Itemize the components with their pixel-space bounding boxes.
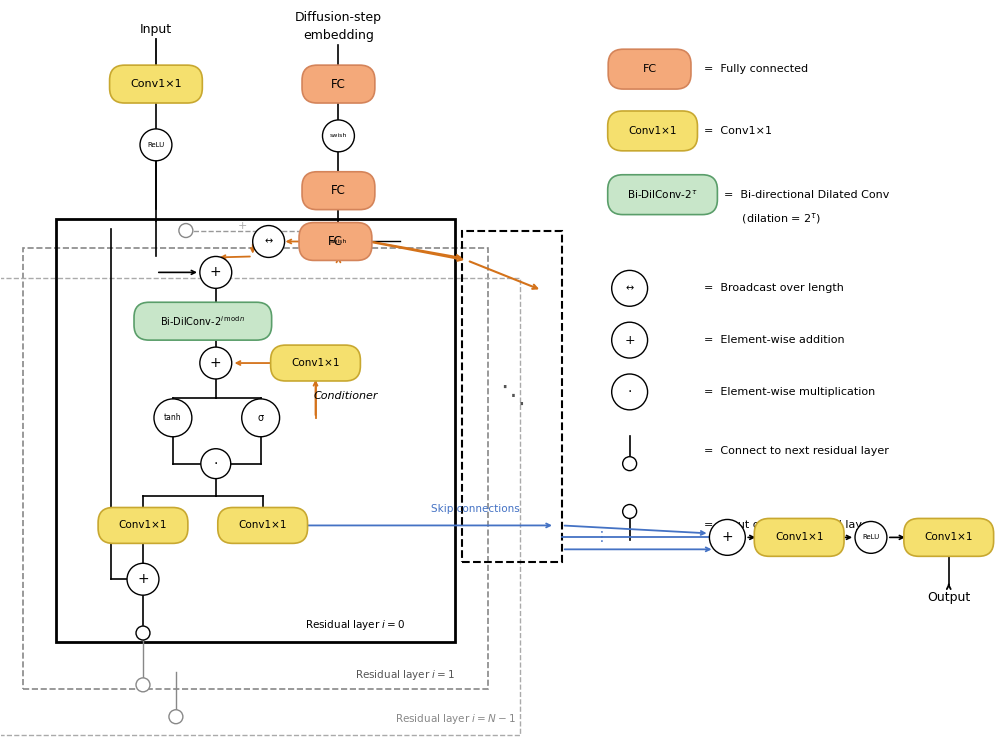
Circle shape [623,457,637,470]
Text: Conv1×1: Conv1×1 [628,126,677,136]
Circle shape [200,257,232,288]
Text: Conv1×1: Conv1×1 [119,521,167,530]
Text: Conditioner: Conditioner [313,391,378,401]
Circle shape [136,678,150,692]
Text: FC: FC [331,184,346,197]
FancyBboxPatch shape [98,507,188,543]
Text: =  Element-wise multiplication: = Element-wise multiplication [704,387,876,397]
Circle shape [253,226,285,257]
FancyBboxPatch shape [110,65,202,103]
Circle shape [612,270,648,306]
Text: FC: FC [643,64,657,74]
Text: +: + [137,572,149,586]
Text: +: + [210,356,222,370]
FancyBboxPatch shape [271,345,360,381]
Text: ·: · [214,457,218,470]
Text: +: + [624,334,635,346]
Text: Skip connections: Skip connections [431,504,519,515]
FancyBboxPatch shape [754,518,844,557]
FancyBboxPatch shape [608,111,697,151]
Text: Residual layer $i = N-1$: Residual layer $i = N-1$ [395,711,515,726]
Text: Conv1×1: Conv1×1 [130,79,182,89]
Text: Conv1×1: Conv1×1 [775,533,823,542]
FancyBboxPatch shape [134,302,272,340]
Text: ReLU: ReLU [147,142,165,148]
Text: Residual layer $i = 0$: Residual layer $i = 0$ [305,618,406,632]
FancyBboxPatch shape [608,49,691,89]
Text: Conv1×1: Conv1×1 [238,521,287,530]
Text: ReLU: ReLU [862,534,880,540]
Text: ·: · [627,385,632,399]
Text: =  Input of each residual layer: = Input of each residual layer [704,521,874,530]
Text: Bi-DilConv-2$^\tau$: Bi-DilConv-2$^\tau$ [627,188,698,201]
Circle shape [127,563,159,595]
FancyBboxPatch shape [302,172,375,209]
Text: =  Connect to next residual layer: = Connect to next residual layer [704,446,889,456]
FancyBboxPatch shape [302,65,375,103]
FancyBboxPatch shape [608,175,717,215]
Text: Bi-DilConv-2$^{i\,\mathrm{mod}\,n}$: Bi-DilConv-2$^{i\,\mathrm{mod}\,n}$ [160,314,246,328]
Text: +: + [210,266,222,280]
Circle shape [169,710,183,724]
Text: tanh: tanh [164,414,182,423]
Text: +: + [722,530,733,545]
Circle shape [623,504,637,518]
Text: ↔: ↔ [265,236,273,247]
Circle shape [612,322,648,358]
Text: =  Broadcast over length: = Broadcast over length [704,283,844,293]
FancyBboxPatch shape [299,223,372,260]
Text: FC: FC [328,235,343,248]
Text: Output: Output [927,591,970,604]
Text: FC: FC [331,78,346,91]
Circle shape [322,226,354,257]
Circle shape [201,449,231,479]
Text: ↔: ↔ [626,283,634,293]
Text: =  Fully connected: = Fully connected [704,64,809,74]
Circle shape [612,374,648,410]
Circle shape [709,519,745,555]
Text: swish: swish [330,133,347,138]
Text: Conv1×1: Conv1×1 [925,533,973,542]
Text: Diffusion-step: Diffusion-step [295,10,382,24]
Text: embedding: embedding [303,28,374,42]
FancyBboxPatch shape [218,507,308,543]
Circle shape [154,399,192,437]
FancyBboxPatch shape [904,518,994,557]
Circle shape [242,399,280,437]
Text: =  Element-wise addition: = Element-wise addition [704,335,845,345]
Circle shape [855,521,887,554]
Circle shape [136,626,150,640]
Text: Input: Input [140,22,172,36]
Text: +: + [238,221,247,230]
Text: ⋮: ⋮ [595,530,609,545]
Text: =  Conv1×1: = Conv1×1 [704,126,772,136]
Text: σ: σ [258,413,264,423]
Circle shape [140,129,172,161]
Circle shape [200,347,232,379]
Text: $\ddots$: $\ddots$ [500,384,524,408]
Text: Conv1×1: Conv1×1 [291,358,340,368]
Circle shape [322,120,354,152]
Text: (dilation = 2$^\tau$): (dilation = 2$^\tau$) [724,211,822,226]
Text: swish: swish [330,239,347,244]
Circle shape [179,224,193,238]
Text: =  Bi-directional Dilated Conv: = Bi-directional Dilated Conv [724,190,890,200]
Text: Residual layer $i = 1$: Residual layer $i = 1$ [355,668,455,682]
